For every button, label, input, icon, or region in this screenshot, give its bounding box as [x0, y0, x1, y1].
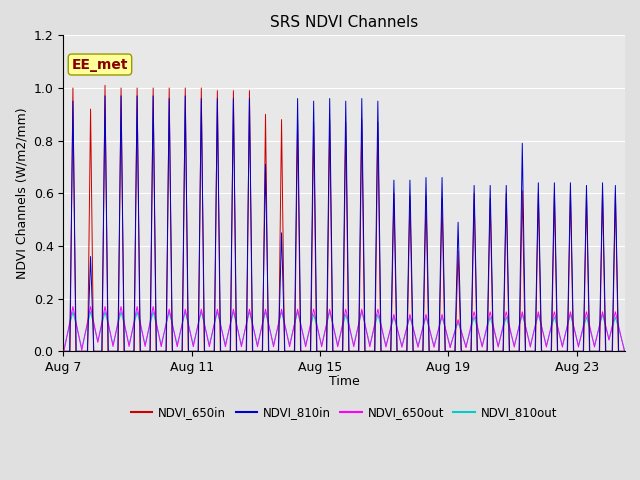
Legend: NDVI_650in, NDVI_810in, NDVI_650out, NDVI_810out: NDVI_650in, NDVI_810in, NDVI_650out, NDV…	[127, 401, 562, 424]
X-axis label: Time: Time	[329, 375, 360, 388]
Title: SRS NDVI Channels: SRS NDVI Channels	[270, 15, 419, 30]
Text: EE_met: EE_met	[72, 58, 128, 72]
Y-axis label: NDVI Channels (W/m2/mm): NDVI Channels (W/m2/mm)	[15, 108, 28, 279]
